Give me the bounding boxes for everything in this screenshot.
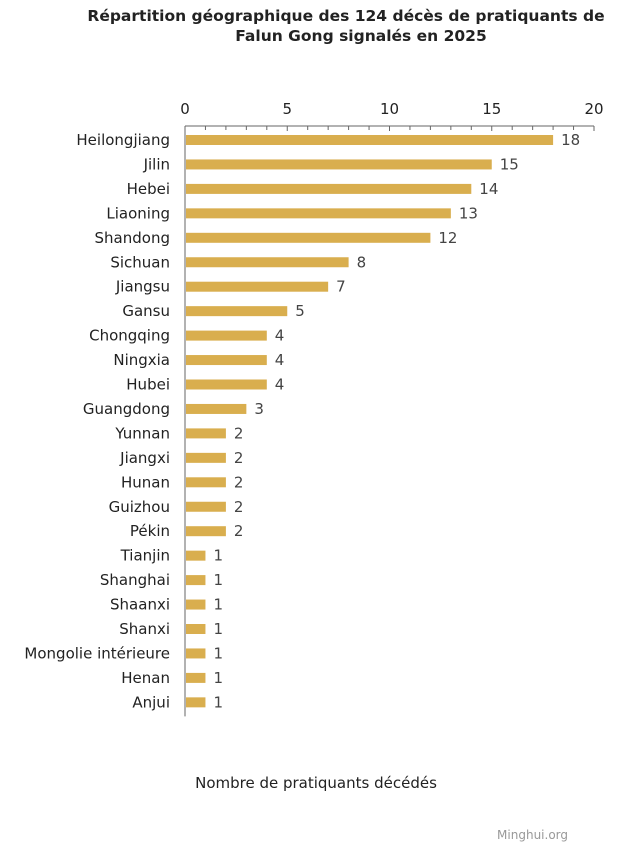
bar [186, 501, 226, 512]
category-label: Mongolie intérieure [24, 644, 170, 662]
bar [186, 624, 206, 634]
data-label: 2 [234, 424, 244, 442]
category-label: Liaoning [106, 204, 170, 222]
bar [186, 257, 349, 268]
category-label: Guizhou [109, 498, 170, 516]
category-label: Jilin [143, 155, 170, 173]
bar [186, 232, 431, 243]
bar [186, 672, 206, 683]
data-label: 7 [336, 278, 346, 296]
data-label: 5 [295, 302, 305, 320]
bar [186, 183, 472, 194]
data-label: 2 [234, 449, 244, 467]
bar [186, 550, 206, 561]
data-label: 1 [213, 693, 223, 711]
category-label: Jiangsu [115, 278, 170, 296]
bar [186, 355, 267, 366]
category-label: Tianjin [120, 547, 170, 565]
category-label: Pékin [130, 522, 170, 540]
category-label: Guangdong [83, 400, 170, 418]
x-tick-label: 15 [482, 100, 501, 118]
bar [186, 452, 226, 463]
category-label: Sichuan [110, 253, 170, 271]
data-label: 13 [459, 204, 478, 222]
x-tick-label: 10 [380, 100, 399, 118]
category-label: Heilongjiang [76, 131, 170, 149]
bar [186, 599, 206, 610]
bar [186, 281, 329, 292]
data-label: 2 [234, 498, 244, 516]
data-label: 1 [213, 620, 223, 638]
chart-title-line-1: Répartition géographique des 124 décès d… [87, 7, 605, 25]
chart-title-line-2: Falun Gong signalés en 2025 [235, 27, 487, 45]
data-label: 1 [213, 596, 223, 614]
data-label: 1 [213, 547, 223, 565]
bar [186, 575, 206, 586]
category-label: Shaanxi [110, 596, 170, 614]
data-label: 4 [275, 327, 285, 345]
data-label: 2 [234, 473, 244, 491]
bar [186, 330, 267, 341]
category-label: Shanxi [119, 620, 170, 638]
category-label: Chongqing [89, 327, 170, 345]
category-label: Ningxia [113, 351, 170, 369]
data-label: 4 [275, 351, 285, 369]
data-label: 1 [213, 644, 223, 662]
data-label: 4 [275, 376, 285, 394]
category-label: Hubei [126, 376, 170, 394]
x-axis-label: Nombre de pratiquants décédés [195, 774, 437, 792]
data-label: 1 [213, 669, 223, 687]
data-label: 18 [561, 131, 580, 149]
category-label: Jiangxi [119, 449, 170, 467]
data-label: 1 [213, 571, 223, 589]
bar [186, 306, 288, 317]
data-label: 8 [357, 253, 367, 271]
bar [186, 428, 226, 439]
bar [186, 379, 267, 390]
category-label: Yunnan [114, 424, 170, 442]
category-label: Shanghai [100, 571, 170, 589]
bar [186, 648, 206, 659]
category-label: Henan [121, 669, 170, 687]
data-label: 15 [500, 155, 519, 173]
bar [186, 135, 554, 145]
x-tick-label: 20 [584, 100, 603, 118]
category-label: Gansu [122, 302, 170, 320]
data-label: 2 [234, 522, 244, 540]
bar [186, 159, 492, 170]
bar [186, 526, 226, 537]
x-tick-label: 5 [282, 100, 292, 118]
bar [186, 208, 451, 219]
source-label: Minghui.org [497, 828, 568, 842]
data-label: 12 [438, 229, 457, 247]
bar [186, 477, 226, 488]
bar [186, 403, 247, 414]
category-label: Shandong [95, 229, 170, 247]
category-label: Hebei [127, 180, 170, 198]
category-label: Anjui [132, 693, 170, 711]
bar [186, 697, 206, 708]
x-tick-label: 0 [180, 100, 190, 118]
data-label: 3 [254, 400, 264, 418]
data-label: 14 [479, 180, 498, 198]
category-label: Hunan [121, 473, 170, 491]
chart-title: Répartition géographique des 124 décès d… [0, 6, 632, 46]
